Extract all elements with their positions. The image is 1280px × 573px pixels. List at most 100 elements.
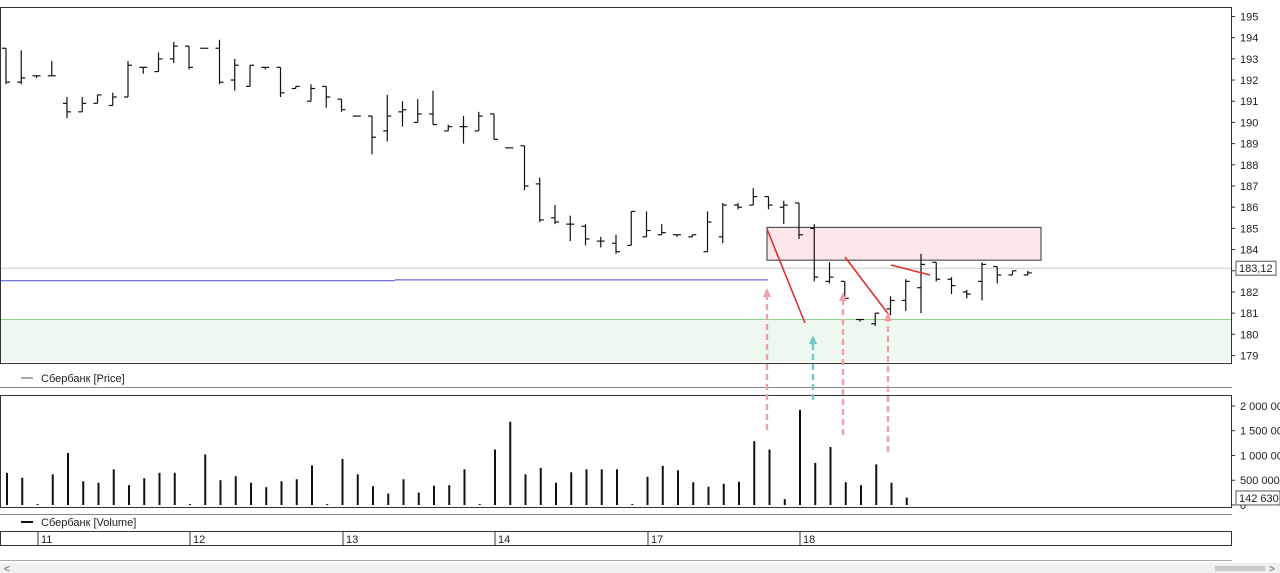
- ohlc-bar: [551, 205, 559, 225]
- price-panel-frame: [0, 7, 1232, 364]
- ohlc-bar: [490, 113, 498, 140]
- price-tick-label: 182: [1240, 287, 1258, 299]
- ohlc-bar: [261, 66, 270, 70]
- ohlc-bar: [246, 64, 254, 88]
- price-tick-label: 195: [1240, 11, 1258, 23]
- ohlc-bar: [688, 234, 697, 238]
- ohlc-bar: [810, 224, 819, 282]
- ohlc-bar: [230, 58, 239, 91]
- ohlc-bar: [596, 236, 605, 248]
- ohlc-bar: [764, 195, 773, 210]
- ohlc-bar: [1023, 270, 1032, 276]
- ohlc-bar: [429, 90, 437, 126]
- signal-arrowhead: [763, 288, 771, 297]
- volume-tick-label: 1 000 000: [1240, 450, 1280, 462]
- last-volume-label: 142 630: [1239, 493, 1279, 505]
- price-tick-label: 192: [1240, 75, 1258, 87]
- time-axis-frame: [0, 531, 1232, 546]
- ohlc-bar: [673, 234, 681, 237]
- trend-line: [890, 264, 931, 276]
- ohlc-bar: [398, 101, 407, 127]
- ohlc-bar: [795, 202, 803, 239]
- ohlc-bar: [307, 84, 315, 102]
- ohlc-bar: [276, 66, 285, 97]
- time-tick-label: 17: [651, 534, 663, 546]
- price-tick-label: 184: [1240, 245, 1258, 257]
- time-tick-label: 18: [803, 534, 815, 546]
- price-tick-label: 191: [1240, 96, 1258, 108]
- ohlc-bar: [1008, 270, 1017, 276]
- ohlc-bar: [124, 60, 132, 98]
- ohlc-bar: [337, 98, 346, 112]
- last-price-badge: [1235, 260, 1277, 276]
- trend-line: [844, 256, 890, 316]
- ohlc-bar: [108, 92, 117, 107]
- signal-arrowhead: [809, 335, 817, 344]
- price-tick-label: 179: [1240, 351, 1258, 363]
- ohlc-bar: [78, 97, 87, 113]
- ohlc-bar: [856, 318, 864, 322]
- ohlc-bar: [2, 47, 10, 85]
- price-tick-label: 180: [1240, 329, 1258, 341]
- ohlc-bar: [627, 210, 636, 246]
- support-zone: [1, 319, 1231, 362]
- time-tick-label: 12: [193, 534, 205, 546]
- ohlc-bar: [734, 202, 742, 210]
- ohlc-bar: [474, 111, 483, 132]
- ohlc-bar: [917, 253, 925, 314]
- ohlc-bar: [718, 202, 727, 244]
- ohlc-bar: [932, 261, 941, 282]
- ohlc-bar: [581, 224, 590, 246]
- price-tick-label: 194: [1240, 33, 1258, 45]
- ohlc-bar: [459, 116, 468, 144]
- ohlc-bar: [566, 215, 575, 242]
- price-tick-label: 185: [1240, 223, 1258, 235]
- scroll-left-arrow[interactable]: <: [4, 564, 10, 573]
- signal-arrowhead: [884, 312, 892, 321]
- price-tick-label: 189: [1240, 139, 1258, 151]
- price-tick-label: 193: [1240, 54, 1258, 66]
- ohlc-bar: [322, 85, 331, 108]
- ohlc-bar: [993, 265, 1002, 284]
- price-tick-label: 186: [1240, 202, 1258, 214]
- resistance-zone: [766, 226, 1042, 261]
- horizontal-scrollbar[interactable]: [0, 563, 1280, 573]
- ohlc-bar: [139, 66, 148, 74]
- signal-arrowhead: [839, 292, 847, 301]
- ohlc-bar: [17, 50, 26, 85]
- price-tick-label: 190: [1240, 117, 1258, 129]
- ohlc-bar: [901, 279, 910, 312]
- scrollbar-thumb[interactable]: [1215, 566, 1265, 571]
- ohlc-bar: [825, 262, 834, 284]
- ohlc-bar: [749, 188, 758, 206]
- ohlc-bar: [947, 277, 956, 295]
- ohlc-bar: [169, 41, 178, 64]
- ohlc-bar: [383, 94, 392, 142]
- ohlc-bar: [32, 75, 41, 78]
- volume-tick-label: 0: [1240, 500, 1246, 512]
- ohlc-bar: [642, 211, 651, 238]
- ohlc-bar: [444, 124, 453, 132]
- time-tick-label: 14: [498, 534, 510, 546]
- scroll-right-arrow[interactable]: >: [1269, 564, 1275, 573]
- ohlc-bar: [215, 39, 224, 85]
- ohlc-bar: [612, 234, 620, 254]
- ohlc-bar: [657, 224, 666, 236]
- last-volume-badge: [1235, 490, 1280, 506]
- ohlc-bar: [535, 177, 544, 223]
- ohlc-bar: [779, 200, 788, 225]
- ohlc-bar: [978, 262, 986, 301]
- volume-tick-label: 2 000 000: [1240, 401, 1280, 413]
- time-tick-label: 11: [41, 534, 52, 546]
- ohlc-bar: [886, 296, 895, 316]
- last-price-label: 183,12: [1239, 263, 1273, 275]
- ohlc-bar: [93, 94, 102, 104]
- time-tick-label: 13: [346, 534, 358, 546]
- ohlc-bar: [413, 99, 422, 124]
- ohlc-bar: [703, 211, 712, 253]
- volume-tick-label: 500 000: [1240, 475, 1280, 487]
- ohlc-bar: [185, 45, 193, 70]
- price-tick-label: 181: [1240, 308, 1258, 320]
- volume-tick-label: 1 500 000: [1240, 426, 1280, 438]
- ohlc-bar: [154, 52, 163, 73]
